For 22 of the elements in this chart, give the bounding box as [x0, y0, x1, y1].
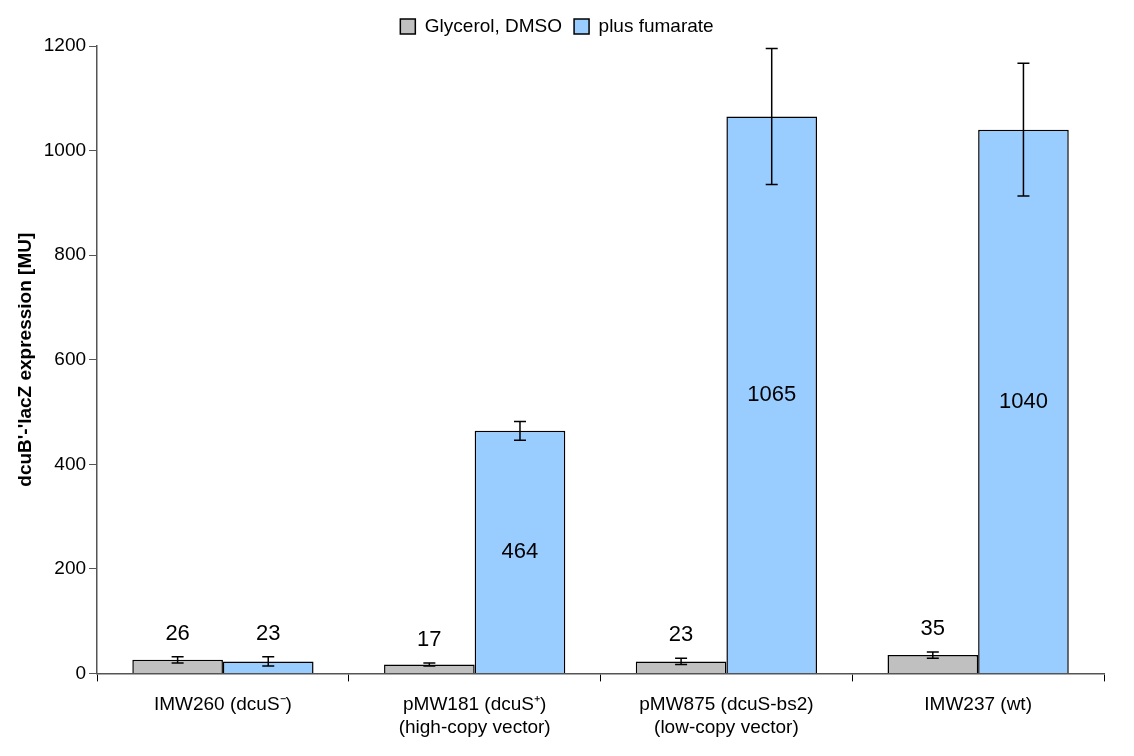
data-label: 35	[920, 615, 946, 641]
y-tick-label: 400	[54, 452, 87, 474]
y-axis-title: dcuB'-'lacZ expression [MU]	[13, 232, 35, 487]
y-tick-label: 600	[54, 347, 87, 369]
x-tick-label: pMW875 (dcuS-bs2) (low-copy vector)	[639, 693, 814, 737]
y-tick-label: 200	[54, 557, 87, 579]
data-label: 23	[256, 619, 281, 645]
legend-label: plus fumarate	[598, 14, 714, 36]
x-tick-label: pMW181 (dcuS⁺) (high-copy vector)	[398, 693, 551, 737]
x-tick-label: IMW237 (wt)	[924, 693, 1032, 715]
data-label: 23	[668, 621, 694, 647]
x-tick-label: IMW260 (dcuS⁻)	[153, 693, 292, 715]
data-label: 1065	[747, 381, 797, 407]
data-label: 26	[165, 619, 190, 645]
legend-label: Glycerol, DMSO	[424, 14, 563, 36]
y-tick-label: 1200	[43, 34, 87, 56]
data-label: 464	[501, 538, 539, 564]
y-tick-label: 1000	[43, 138, 87, 160]
data-label: 1040	[998, 387, 1048, 413]
y-tick-label: 800	[54, 243, 87, 265]
data-label: 17	[417, 626, 442, 652]
y-tick-label: 0	[75, 661, 87, 683]
